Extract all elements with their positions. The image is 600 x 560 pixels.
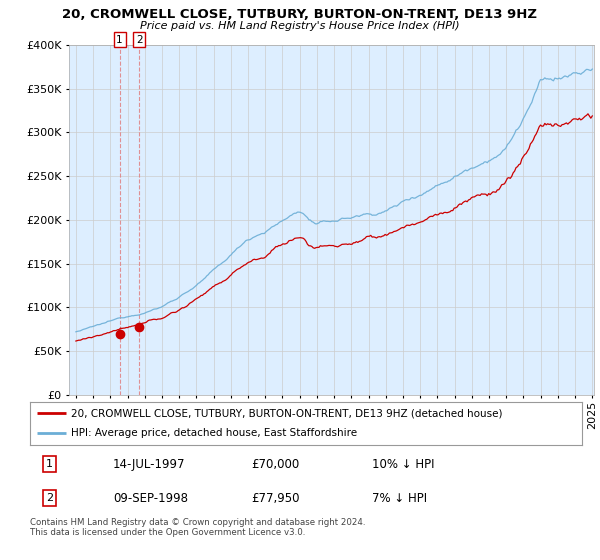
Text: 20, CROMWELL CLOSE, TUTBURY, BURTON-ON-TRENT, DE13 9HZ (detached house): 20, CROMWELL CLOSE, TUTBURY, BURTON-ON-T… [71,408,503,418]
Text: 1: 1 [116,35,123,45]
Text: £77,950: £77,950 [251,492,299,505]
Text: 10% ↓ HPI: 10% ↓ HPI [372,458,435,470]
Text: 7% ↓ HPI: 7% ↓ HPI [372,492,427,505]
Text: 09-SEP-1998: 09-SEP-1998 [113,492,188,505]
Text: 1: 1 [46,459,53,469]
Text: Price paid vs. HM Land Registry's House Price Index (HPI): Price paid vs. HM Land Registry's House … [140,21,460,31]
Text: £70,000: £70,000 [251,458,299,470]
Text: HPI: Average price, detached house, East Staffordshire: HPI: Average price, detached house, East… [71,428,358,438]
Text: 2: 2 [136,35,143,45]
Text: 2: 2 [46,493,53,503]
Text: 14-JUL-1997: 14-JUL-1997 [113,458,185,470]
Text: 20, CROMWELL CLOSE, TUTBURY, BURTON-ON-TRENT, DE13 9HZ: 20, CROMWELL CLOSE, TUTBURY, BURTON-ON-T… [62,8,538,21]
Text: Contains HM Land Registry data © Crown copyright and database right 2024.
This d: Contains HM Land Registry data © Crown c… [30,518,365,538]
